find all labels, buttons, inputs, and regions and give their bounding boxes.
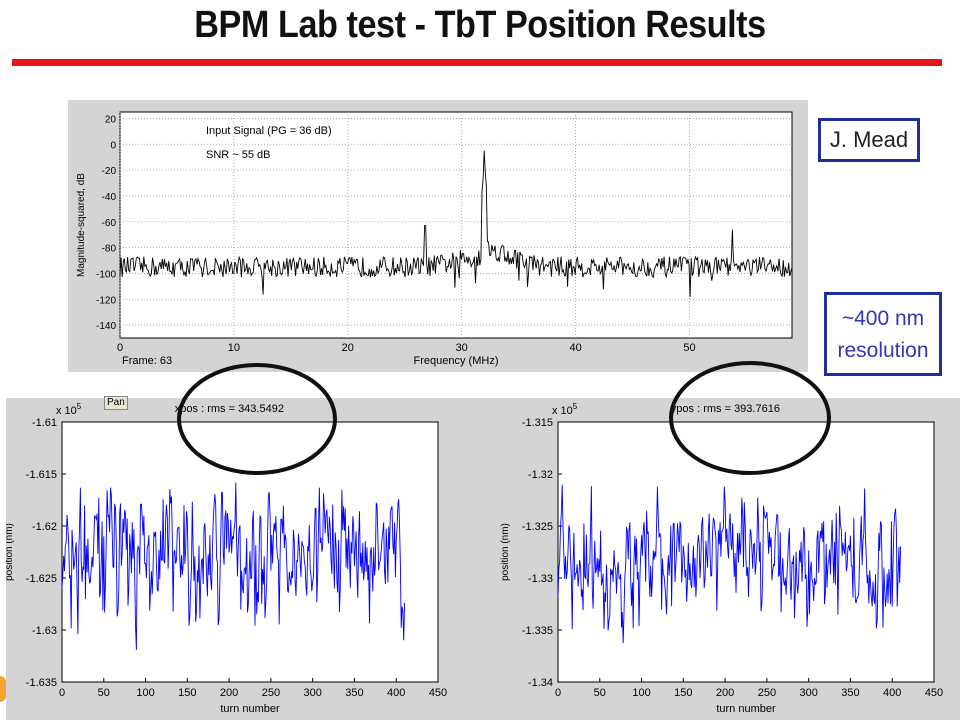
ypos-x-tick-label: 50 [594,687,606,699]
xpos-x-tick-label: 150 [178,687,196,699]
xpos-y-tick-label: -1.615 [26,469,57,481]
spectrum-ylabel: Magnitude-squared, dB [76,173,87,277]
spectrum-x-tick-label: 40 [569,342,581,354]
spectrum-y-tick-label: 20 [105,114,117,125]
xpos-ylabel: position (nm) [6,523,15,581]
xpos-title: xpos : rms = 343.5492 [175,403,284,415]
spectrum-y-tick-label: -100 [96,269,116,280]
xpos-x-tick-label: 350 [345,687,363,699]
spectrum-frame-label: Frame: 63 [122,355,172,367]
xpos-x-tick-label: 0 [59,687,65,699]
ypos-y-tick-label: -1.335 [522,625,553,637]
xpos-x-tick-label: 50 [98,687,110,699]
ypos-x-tick-label: 150 [674,687,692,699]
xpos-exponent-label: x 105 [56,402,82,417]
xpos-y-tick-label: -1.625 [26,573,57,585]
spectrum-x-tick-label: 0 [117,342,123,354]
ypos-y-tick-label: -1.33 [528,573,553,585]
ypos-y-tick-label: -1.325 [522,521,553,533]
spectrum-y-tick-label: -80 [102,244,117,255]
xpos-xlabel: turn number [220,703,280,715]
ypos-y-tick-label: -1.32 [528,469,553,481]
spectrum-plot-area [119,111,793,339]
author-label: J. Mead [818,118,920,162]
title-underline [12,59,942,66]
spectrum-y-tick-label: -120 [96,295,116,306]
spectrum-x-tick-label: 30 [456,342,468,354]
xpos-x-tick-label: 200 [220,687,238,699]
spectrum-trace [119,150,793,298]
position-charts: 0 50 100 150 200 250 300 350 400 450 -1.61 -1.615 -1… [6,402,943,715]
spectrum-xlabel: Frequency (MHz) [414,355,499,367]
spectrum-x-tick-label: 10 [228,342,240,354]
resolution-callout: ~400 nm resolution [824,292,942,376]
xpos-y-tick-label: -1.63 [32,625,57,637]
ypos-ylabel: position (nm) [500,523,511,581]
xpos-y-tick-label: -1.635 [26,677,57,689]
spectrum-y-tick-label: 0 [110,140,116,151]
xpos-x-tick-label: 250 [262,687,280,699]
ypos-x-tick-label: 0 [555,687,561,699]
spectrum-x-tick-label: 50 [683,342,695,354]
spectrum-chart: 0 10 20 30 40 50 20 0 -20 -40 -60 -80 -100 -120 -140 In… [76,111,793,367]
spectrum-panel: 0 10 20 30 40 50 20 0 -20 -40 -60 -80 -100 -120 -140 In… [68,100,808,372]
spectrum-y-tick-label: -140 [96,321,116,332]
ypos-x-tick-label: 100 [632,687,650,699]
resolution-text: resolution [837,339,929,362]
ypos-title: ypos : rms = 393.7616 [671,403,780,415]
pan-button[interactable]: Pan [104,396,128,410]
ypos-trace [557,484,902,644]
xpos-x-tick-label: 400 [387,687,405,699]
xpos-x-tick-label: 450 [429,687,447,699]
ypos-x-tick-label: 400 [883,687,901,699]
ypos-xlabel: turn number [716,703,776,715]
ypos-exponent-label: x 105 [552,402,578,417]
ypos-x-tick-label: 350 [841,687,859,699]
xpos-y-tick-label: -1.62 [32,521,57,533]
ypos-y-tick-label: -1.34 [528,677,553,689]
spectrum-annotation-input: Input Signal (PG = 36 dB) [206,125,332,137]
spectrum-x-tick-label: 20 [342,342,354,354]
xpos-y-tick-label: -1.61 [32,417,57,429]
ypos-y-tick-label: -1.315 [522,417,553,429]
ypos-x-tick-label: 250 [758,687,776,699]
ypos-x-tick-label: 450 [925,687,943,699]
spectrum-y-tick-label: -60 [102,218,117,229]
ypos-x-tick-label: 300 [799,687,817,699]
position-panel: 0 50 100 150 200 250 300 350 400 450 -1.61 -1.615 -1… [6,398,960,720]
spectrum-annotation-snr: SNR ~ 55 dB [206,149,271,161]
decorative-orange-tab [0,676,6,702]
slide-title: BPM Lab test - TbT Position Results [194,4,766,46]
resolution-value: ~400 nm [841,307,925,330]
xpos-x-tick-label: 100 [136,687,154,699]
spectrum-y-tick-label: -20 [102,166,117,177]
ypos-x-tick-label: 200 [716,687,734,699]
xpos-trace [61,482,406,650]
xpos-x-tick-label: 300 [303,687,321,699]
spectrum-y-tick-label: -40 [102,192,117,203]
